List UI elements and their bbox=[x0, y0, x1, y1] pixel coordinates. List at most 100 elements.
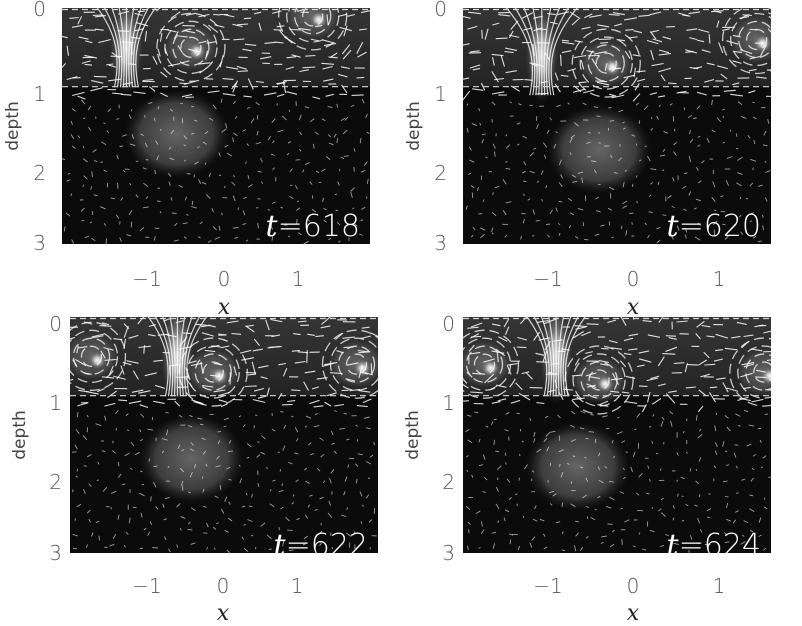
velocity-vector bbox=[206, 41, 217, 44]
velocity-vector bbox=[518, 392, 531, 401]
velocity-vector bbox=[179, 527, 182, 531]
velocity-vector bbox=[478, 108, 481, 112]
velocity-vector bbox=[492, 543, 496, 549]
velocity-vector bbox=[735, 133, 738, 137]
plume-streamline bbox=[103, 8, 120, 88]
velocity-vector bbox=[287, 235, 291, 238]
velocity-vector bbox=[303, 535, 308, 540]
velocity-vector bbox=[164, 496, 170, 500]
vortex-streamline bbox=[465, 345, 504, 383]
velocity-vector bbox=[608, 13, 620, 16]
velocity-vector bbox=[336, 103, 339, 108]
velocity-vector bbox=[735, 465, 739, 469]
velocity-vector bbox=[493, 151, 496, 157]
velocity-vector bbox=[77, 402, 88, 407]
velocity-vector bbox=[496, 384, 507, 388]
velocity-vector bbox=[282, 540, 285, 547]
velocity-vector bbox=[646, 492, 650, 495]
y-tick-label: 1 bbox=[33, 82, 46, 106]
x-axis: −1 0 1 bbox=[533, 574, 725, 598]
velocity-vector bbox=[276, 80, 287, 85]
velocity-vector bbox=[85, 544, 89, 548]
velocity-vector bbox=[149, 86, 156, 92]
velocity-vector bbox=[104, 402, 116, 407]
velocity-vector bbox=[70, 134, 75, 139]
velocity-vector bbox=[219, 55, 224, 68]
velocity-vector bbox=[186, 213, 189, 216]
velocity-vector bbox=[120, 93, 132, 96]
velocity-vector bbox=[609, 120, 615, 122]
velocity-vector bbox=[197, 417, 203, 420]
velocity-vector bbox=[463, 90, 471, 101]
velocity-vector bbox=[117, 30, 130, 32]
velocity-vector bbox=[123, 338, 126, 350]
velocity-vector bbox=[316, 377, 328, 380]
velocity-vector bbox=[173, 239, 179, 242]
velocity-vector bbox=[297, 351, 309, 354]
velocity-vector bbox=[242, 48, 252, 52]
vortex-streamline bbox=[80, 345, 103, 367]
velocity-vector bbox=[280, 506, 284, 510]
vortex-shade bbox=[733, 346, 771, 399]
velocity-vector bbox=[185, 12, 197, 16]
velocity-vector bbox=[760, 44, 767, 57]
velocity-vector bbox=[241, 357, 255, 361]
velocity-vector bbox=[579, 466, 584, 469]
velocity-vector bbox=[358, 233, 363, 236]
velocity-vector bbox=[299, 69, 310, 73]
velocity-vector bbox=[218, 152, 221, 157]
velocity-vector bbox=[706, 137, 710, 143]
velocity-vector bbox=[232, 195, 236, 202]
velocity-vector bbox=[682, 185, 687, 189]
velocity-vector bbox=[322, 39, 333, 44]
velocity-vector bbox=[650, 29, 659, 33]
velocity-vector bbox=[83, 321, 93, 325]
velocity-vector bbox=[77, 16, 83, 25]
velocity-vector bbox=[561, 50, 572, 54]
velocity-vector bbox=[621, 391, 630, 394]
velocity-vector bbox=[212, 104, 217, 110]
plume-streamline bbox=[179, 317, 186, 397]
velocity-vector bbox=[712, 220, 718, 225]
velocity-vector bbox=[545, 185, 548, 189]
vortex-streamline bbox=[729, 337, 771, 407]
velocity-vector bbox=[88, 126, 92, 132]
velocity-vector bbox=[712, 181, 716, 188]
velocity-vector bbox=[574, 358, 580, 366]
velocity-vector bbox=[88, 483, 92, 487]
velocity-vector bbox=[291, 349, 300, 352]
velocity-vector bbox=[526, 372, 533, 380]
velocity-vector bbox=[670, 420, 673, 427]
velocity-vector bbox=[484, 373, 495, 384]
velocity-vector bbox=[752, 167, 754, 171]
velocity-vector bbox=[103, 122, 106, 125]
velocity-vector bbox=[361, 206, 366, 210]
velocity-vector bbox=[183, 236, 187, 239]
velocity-vector bbox=[533, 438, 536, 443]
velocity-vector bbox=[732, 60, 742, 64]
velocity-vector bbox=[730, 93, 743, 97]
velocity-vector bbox=[260, 56, 272, 60]
velocity-vector bbox=[740, 49, 753, 55]
velocity-vector bbox=[697, 135, 701, 138]
velocity-vector bbox=[312, 143, 315, 149]
velocity-vector bbox=[593, 51, 607, 55]
velocity-vector bbox=[178, 184, 184, 188]
velocity-vector bbox=[339, 427, 345, 430]
velocity-vector bbox=[202, 141, 208, 145]
velocity-vector bbox=[315, 24, 323, 28]
velocity-vector bbox=[481, 521, 483, 527]
velocity-vector bbox=[91, 237, 96, 242]
velocity-vector bbox=[698, 428, 702, 432]
velocity-vector bbox=[597, 132, 601, 134]
velocity-vector bbox=[648, 425, 652, 428]
velocity-vector bbox=[749, 508, 755, 512]
velocity-vector bbox=[137, 10, 145, 13]
velocity-vector bbox=[492, 143, 496, 149]
velocity-vector bbox=[302, 543, 306, 546]
velocity-vector bbox=[555, 521, 561, 524]
velocity-vector bbox=[257, 482, 260, 487]
velocity-vector bbox=[99, 325, 112, 327]
velocity-vector bbox=[128, 400, 142, 404]
velocity-vector bbox=[585, 437, 589, 440]
